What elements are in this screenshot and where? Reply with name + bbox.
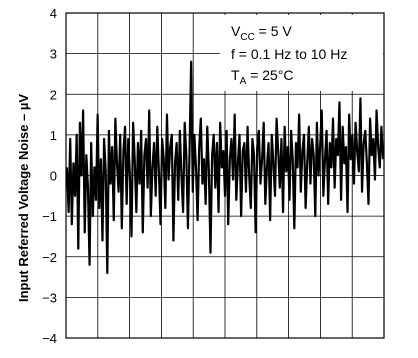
y-tick-label: 3 — [50, 47, 57, 62]
y-axis-label: Input Referred Voltage Noise – µV — [16, 94, 31, 302]
series-group — [65, 60, 385, 275]
y-tick-label: 2 — [50, 87, 57, 102]
y-tick-label: −1 — [42, 209, 57, 224]
y-tick-label: 4 — [50, 6, 57, 21]
y-tick-label: −4 — [42, 331, 57, 346]
condition-0: VCC = 5 V — [231, 23, 292, 43]
condition-2: TA = 25°C — [231, 67, 293, 87]
condition-1: f = 0.1 Hz to 10 Hz — [231, 46, 347, 62]
y-tick-label: 0 — [50, 169, 57, 184]
y-tick-label: −3 — [42, 290, 57, 305]
conditions-box: VCC = 5 V f = 0.1 Hz to 10 Hz TA = 25°C — [220, 15, 383, 91]
y-tick-label: −2 — [42, 250, 57, 265]
conditions-background — [220, 15, 383, 91]
series-line-0 — [65, 60, 385, 275]
y-tick-label: 1 — [50, 128, 57, 143]
y-tick-labels: 4 3 2 1 0 −1 −2 −3 −4 — [42, 6, 57, 346]
